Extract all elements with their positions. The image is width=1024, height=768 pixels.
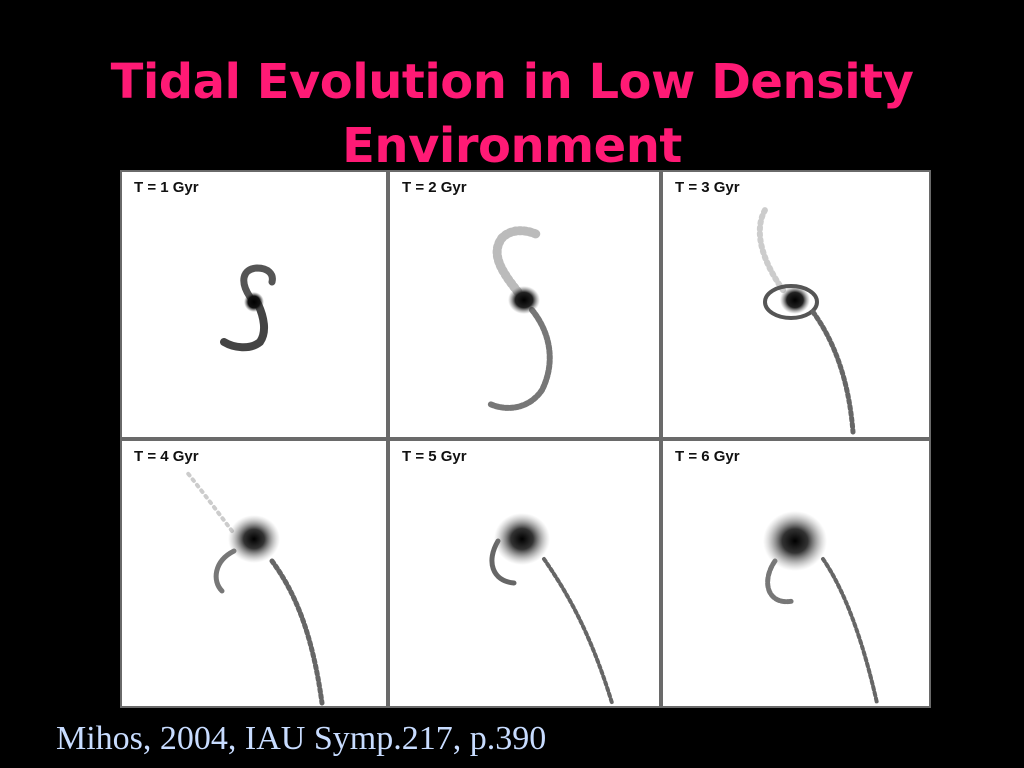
slide-title: Tidal Evolution in Low Density Environme… xyxy=(0,50,1024,178)
slide-title-line-1: Tidal Evolution in Low Density xyxy=(110,54,914,111)
citation: Mihos, 2004, IAU Symp.217, p.390 xyxy=(56,720,547,757)
simulation-panel-t2: T = 2 Gyr xyxy=(390,172,659,437)
slide-title-line-2: Environment xyxy=(342,118,682,175)
panel-label-t3: T = 3 Gyr xyxy=(675,179,740,196)
panel-label-t1: T = 1 Gyr xyxy=(134,179,199,196)
simulation-panel-t6: T = 6 Gyr xyxy=(663,441,929,706)
galaxy-snapshot-t1 xyxy=(220,264,276,352)
panel-label-t4: T = 4 Gyr xyxy=(134,448,199,465)
panel-label-t2: T = 2 Gyr xyxy=(402,179,467,196)
galaxy-snapshot-t4 xyxy=(184,469,325,706)
panel-label-t5: T = 5 Gyr xyxy=(402,448,467,465)
galaxy-snapshot-t6 xyxy=(763,511,879,705)
simulation-panel-t3: T = 3 Gyr xyxy=(663,172,929,437)
galaxy-snapshot-t2 xyxy=(487,226,553,411)
galaxy-snapshot-t3 xyxy=(756,207,856,435)
panel-label-t6: T = 6 Gyr xyxy=(675,448,740,465)
simulation-panel-t5: T = 5 Gyr xyxy=(390,441,659,706)
simulation-panel-t1: T = 1 Gyr xyxy=(122,172,386,437)
galaxy-snapshot-t5 xyxy=(489,513,614,705)
simulation-panel-t4: T = 4 Gyr xyxy=(122,441,386,706)
simulation-figure: T = 1 Gyr T = 2 Gyr T = xyxy=(120,170,931,708)
